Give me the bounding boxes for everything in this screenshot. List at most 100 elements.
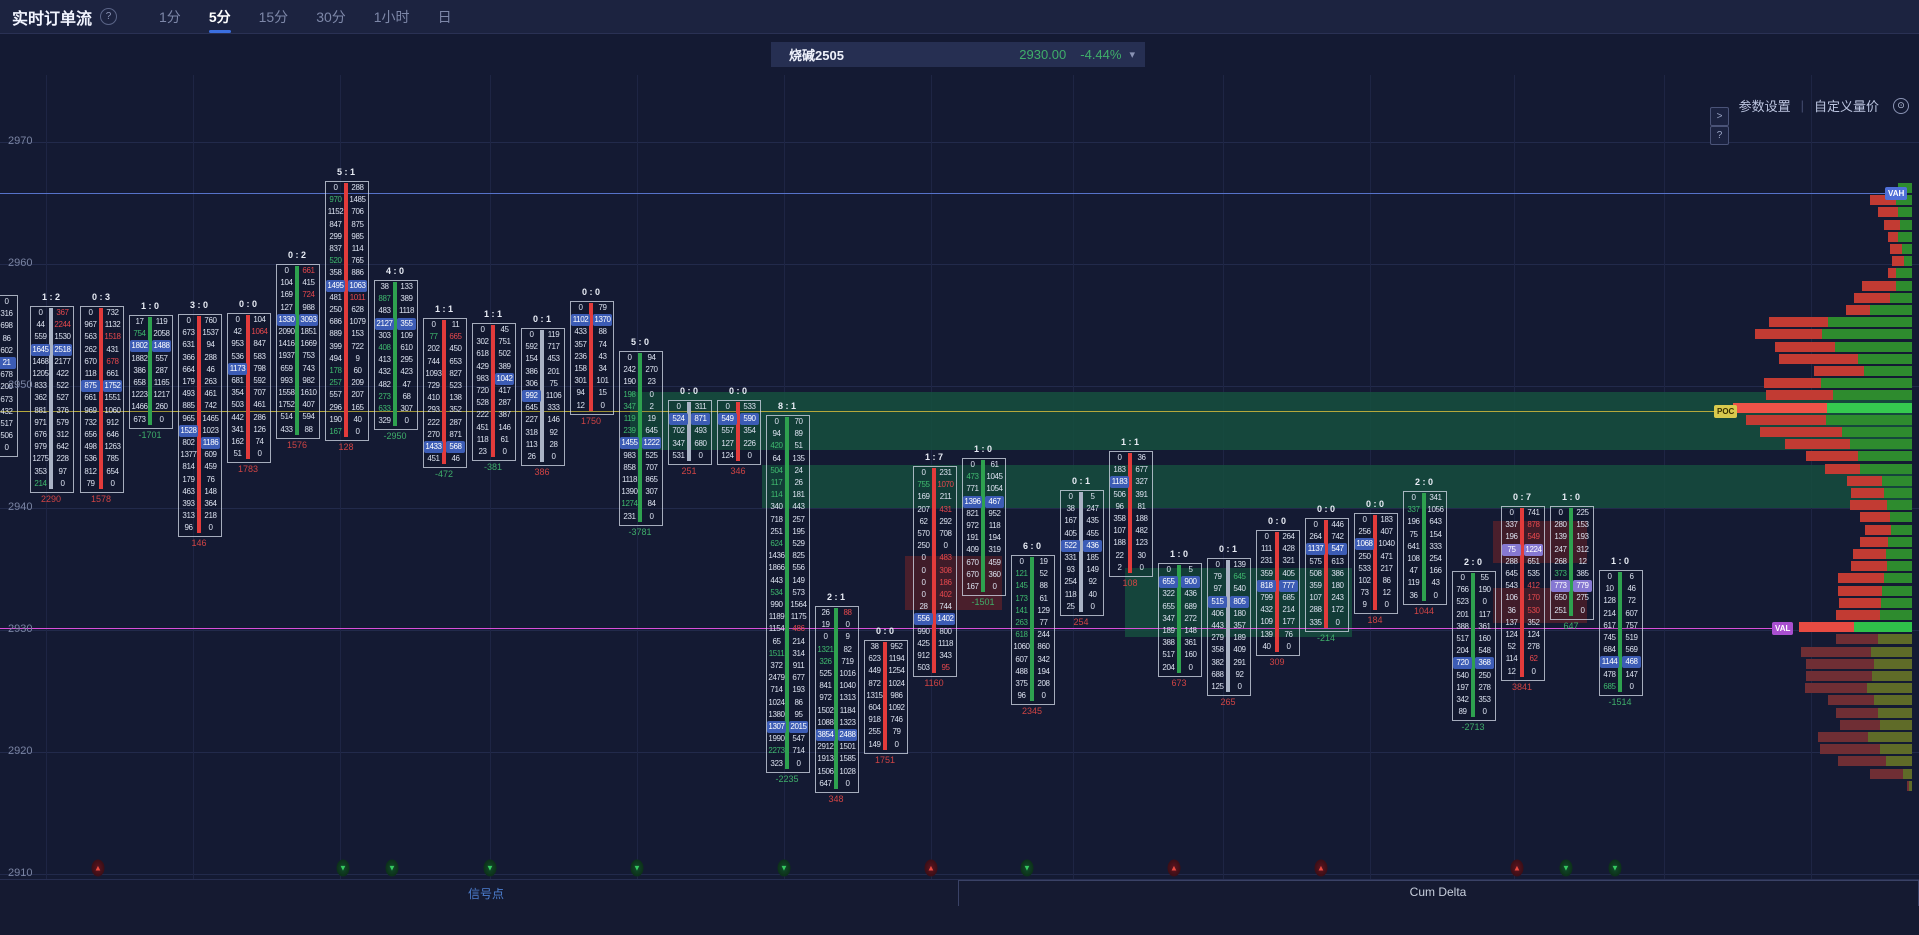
vah-tag: VAH xyxy=(1885,187,1908,200)
footprint-cell: 160 xyxy=(1184,650,1197,660)
footprint-cell: 183 xyxy=(1380,514,1393,524)
signal-marker-green[interactable]: ▼ xyxy=(336,859,350,877)
profile-bar-red xyxy=(1878,207,1898,218)
signal-marker-red[interactable]: ▲ xyxy=(924,859,938,877)
delta-footer: 386 xyxy=(534,467,550,477)
signal-marker-green[interactable]: ▼ xyxy=(630,859,644,877)
signal-marker-green[interactable]: ▼ xyxy=(385,859,399,877)
signal-marker-red[interactable]: ▲ xyxy=(1314,859,1328,877)
footprint-cell: 481 xyxy=(329,292,342,302)
footprint-cell: 40 xyxy=(1262,641,1271,651)
footprint-cell: 744 xyxy=(427,356,440,366)
footprint-cell: 517 xyxy=(0,418,13,428)
panel-help-button[interactable]: ? xyxy=(1710,126,1729,145)
profile-bar-green xyxy=(1882,475,1912,486)
footprint-cell: 812 xyxy=(84,466,97,476)
settings-button[interactable]: 参数设置 xyxy=(1738,99,1791,114)
footprint-cell: 1 : 0 xyxy=(1169,549,1189,559)
footprint-cell: 0 xyxy=(235,314,240,324)
footprint-cell: 1 : 1 xyxy=(1120,437,1140,447)
footprint-cell: 631 xyxy=(182,340,195,350)
tab-timeframe-4[interactable]: 1小时 xyxy=(373,8,410,25)
footprint-cell: 364 xyxy=(204,498,217,508)
footprint-cell: 847 xyxy=(253,339,266,349)
footprint-cell: 337 xyxy=(1407,505,1420,515)
footprint-cell: 751 xyxy=(498,337,511,347)
footprint-cell: 222 xyxy=(427,417,440,427)
tab-timeframe-2[interactable]: 15分 xyxy=(258,8,289,25)
footprint-cell: 167 xyxy=(1064,516,1077,526)
footprint-cell: 1323 xyxy=(839,717,856,727)
footprint-cell: 686 xyxy=(329,317,342,327)
footprint-cell: 52 xyxy=(1507,642,1516,652)
footprint-cell: 557 xyxy=(329,390,342,400)
footprint-cell: 753 xyxy=(302,351,315,361)
footprint-cell: 0 xyxy=(600,400,605,410)
footprint-cell: 423 xyxy=(400,367,413,377)
profile-bar-green xyxy=(1828,317,1912,328)
footprint-cell: 708 xyxy=(939,528,952,538)
footprint-cell: 684 xyxy=(1603,645,1616,655)
tab-timeframe-5[interactable]: 日 xyxy=(437,8,452,25)
footprint-cell: 517 xyxy=(1162,650,1175,660)
footprint-cell: 1173 xyxy=(228,362,247,375)
custom-volume-price-button[interactable]: 自定义量价 xyxy=(1813,99,1879,114)
footprint-cell: 139 xyxy=(1554,532,1567,542)
signal-marker-green[interactable]: ▼ xyxy=(1020,859,1034,877)
footprint-cell: 549 xyxy=(718,413,737,426)
expand-panel-button[interactable]: > xyxy=(1710,107,1729,126)
footprint-cell: 0 xyxy=(1335,617,1340,627)
tab-timeframe-3[interactable]: 30分 xyxy=(316,8,346,25)
footprint-cell: 818 xyxy=(1257,579,1276,592)
footprint-cell: 2488 xyxy=(838,728,857,742)
footprint-cell: 540 xyxy=(1233,584,1246,594)
footprint-cell: 104 xyxy=(253,314,266,324)
footprint-cell: 0 xyxy=(725,401,730,411)
footprint-cell: 702 xyxy=(672,426,685,436)
footprint-cell: 149 xyxy=(792,575,805,585)
signal-marker-red[interactable]: ▲ xyxy=(1167,859,1181,877)
footprint-cell: 1040 xyxy=(1378,539,1395,549)
delta-footer: 2345 xyxy=(1021,706,1043,717)
footprint-cell: 61 xyxy=(990,459,999,469)
tab-timeframe-0[interactable]: 1分 xyxy=(159,8,181,25)
delta-footer: 647 xyxy=(1563,620,1579,631)
delta-footer: -1514 xyxy=(1608,696,1632,707)
signal-marker-green[interactable]: ▼ xyxy=(483,859,497,877)
cum-delta-pane-label[interactable]: Cum Delta xyxy=(1409,885,1467,899)
signal-marker-green[interactable]: ▼ xyxy=(1608,859,1622,877)
footprint-cell: 461 xyxy=(204,389,217,399)
signal-pane-label[interactable]: 信号点 xyxy=(467,887,505,901)
footprint-cell: 335 xyxy=(1309,617,1322,627)
signal-marker-red[interactable]: ▲ xyxy=(91,859,105,877)
footprint-cell: 0 xyxy=(823,632,828,642)
footprint-cell: 865 xyxy=(645,474,658,484)
v-gridline xyxy=(193,75,194,879)
footprint-cell: 106 xyxy=(1505,593,1518,603)
footprint-cell: 200 xyxy=(0,382,13,392)
footprint-cell: 5 : 1 xyxy=(336,167,356,177)
delta-footer: 265 xyxy=(1220,697,1236,707)
footprint-cell: 1016 xyxy=(839,668,856,678)
footprint-cell: 2912 xyxy=(817,742,834,752)
signal-marker-green[interactable]: ▼ xyxy=(777,859,791,877)
footprint-cell: 360 xyxy=(988,569,1001,579)
chart-toolbar-right: 参数设置 | 自定义量价 ⊙ xyxy=(1739,96,1909,115)
help-icon[interactable]: ? xyxy=(100,8,118,25)
signal-marker-red[interactable]: ▲ xyxy=(1510,859,1524,877)
footprint-cell: 74 xyxy=(255,436,264,446)
footprint-cell: 207 xyxy=(917,504,930,514)
footprint-cell: 373 xyxy=(1554,568,1567,578)
tab-timeframe-1[interactable]: 5分 xyxy=(195,0,245,33)
gear-icon[interactable]: ⊙ xyxy=(1893,97,1909,114)
footprint-cell: 114 xyxy=(351,243,364,253)
symbol-selector[interactable]: 烧碱2505 2930.00 -4.44% ▾ xyxy=(771,42,1145,67)
footprint-cell: 436 xyxy=(1083,539,1102,552)
footprint-cell: 0 xyxy=(894,739,899,749)
footprint-cell: 1 : 0 xyxy=(973,444,993,454)
signal-marker-green[interactable]: ▼ xyxy=(1559,859,1573,877)
symbol-change: -4.44% xyxy=(1080,47,1122,62)
footprint-cell: 677 xyxy=(792,673,805,683)
